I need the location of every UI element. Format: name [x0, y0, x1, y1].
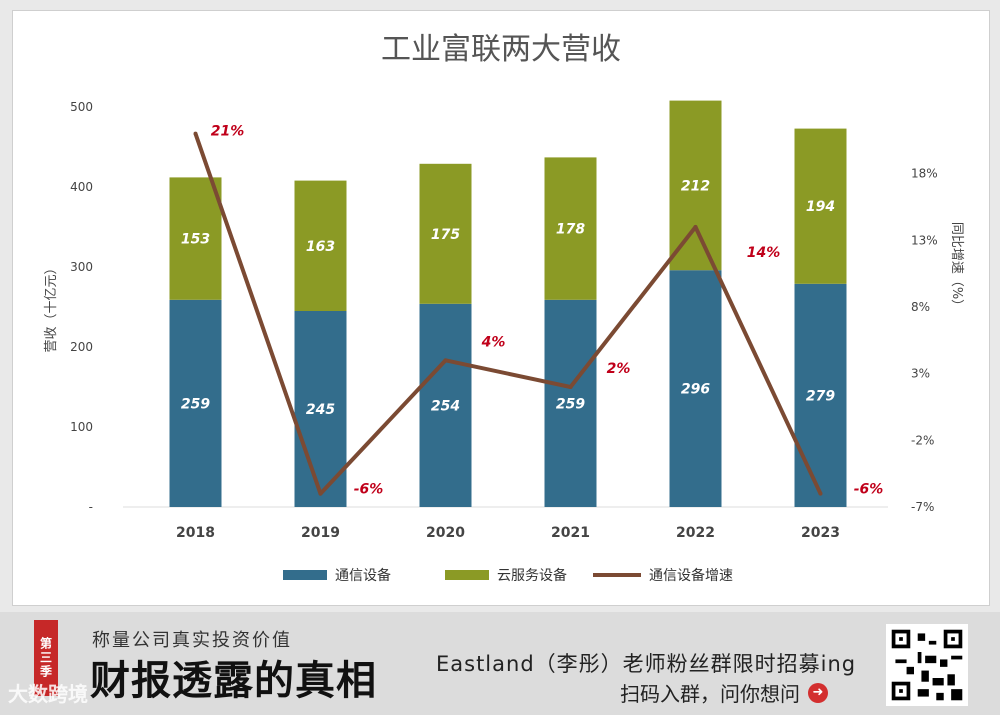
x-tick-label: 2023 [801, 525, 840, 541]
y-tick-label: 500 [70, 100, 93, 114]
revenue-chart: 工业富联两大营收 - 100 200 300 400 500 -7% -2% 3% 8% 13% 18%… [44, 32, 964, 584]
x-tick-label: 2022 [676, 525, 715, 541]
banner-title: 财报透露的真相 [90, 658, 377, 704]
bar-telecom-label: 245 [306, 402, 335, 418]
qr-code-icon[interactable] [886, 624, 968, 706]
y-right-tick-label: 3% [911, 367, 930, 381]
bar-telecom-label: 279 [806, 388, 835, 404]
y-tick-label: 300 [70, 260, 93, 274]
arrow-right-icon: ➜ [808, 682, 828, 703]
bar-telecom [169, 299, 222, 507]
x-tick-label: 2020 [426, 525, 465, 541]
bar-telecom-label: 254 [431, 398, 460, 414]
bar-telecom [669, 270, 722, 507]
growth-point [818, 491, 823, 496]
x-tick-label: 2018 [176, 525, 215, 541]
season-tag: 第三季 [34, 620, 58, 696]
y-right-tick-label: 18% [911, 167, 938, 181]
bar-cloud-label: 212 [681, 178, 710, 194]
growth-label: 21% [211, 124, 245, 140]
y-right-tick-label: 13% [911, 233, 938, 247]
bar-cloud-label: 153 [181, 232, 210, 248]
bar-telecom [419, 303, 472, 507]
y-tick-label: 100 [70, 420, 93, 434]
watermark-text: 大数跨境 [8, 682, 88, 706]
bar-cloud-label: 194 [806, 199, 835, 215]
legend-label-growth: 通信设备增速 [649, 567, 733, 584]
growth-line [193, 133, 823, 496]
bar-telecom [794, 283, 847, 507]
growth-point [568, 385, 573, 389]
chart-title: 工业富联两大营收 [381, 32, 621, 67]
growth-point [318, 491, 323, 496]
growth-label: 14% [747, 245, 781, 261]
legend-label-cloud: 云服务设备 [497, 567, 567, 584]
bar-cloud [169, 177, 222, 300]
legend-label-telecom: 通信设备 [335, 567, 391, 584]
growth-label: 4% [481, 334, 506, 350]
y-right-tick-label: 8% [911, 300, 930, 314]
growth-point [443, 358, 448, 363]
growth-label: -6% [354, 482, 384, 498]
recruit-text: Eastland（李彤）老师粉丝群限时招募ing [436, 652, 857, 676]
bar-telecom [544, 299, 597, 507]
bar-telecom-label: 259 [181, 396, 210, 412]
y-tick-label: 400 [70, 180, 93, 194]
bar-cloud [794, 128, 847, 284]
bar-cloud [419, 163, 472, 304]
y-right-axis-title: 同比增速（%） [949, 222, 964, 312]
y-tick-label: - [89, 500, 93, 514]
bar-cloud-label: 175 [431, 227, 460, 243]
legend-swatch-telecom [283, 570, 327, 580]
promo-banner: 第三季 称量公司真实投资价值 财报透露的真相 大数跨境 Eastland（李彤）… [0, 612, 1000, 715]
bar-cloud [544, 157, 597, 300]
cta-link[interactable]: 扫码入群，问你想问 ➜ [620, 678, 828, 707]
growth-point [693, 225, 698, 229]
cta-label: 扫码入群，问你想问 [620, 682, 800, 706]
bar-cloud-label: 163 [306, 239, 335, 255]
bar-telecom-label: 296 [681, 382, 710, 398]
x-tick-label: 2021 [551, 525, 590, 541]
growth-label: -6% [854, 482, 884, 498]
chart-card: 工业富联两大营收 - 100 200 300 400 500 -7% -2% 3% 8% 13% 18%… [12, 10, 990, 606]
growth-point [193, 131, 198, 136]
bar-cloud [294, 180, 347, 311]
banner-subtitle: 称量公司真实投资价值 [92, 630, 292, 651]
growth-label: 2% [607, 361, 631, 377]
y-right-tick-label: -7% [911, 500, 934, 514]
bar-cloud [669, 100, 722, 271]
y-right-tick-label: -2% [911, 433, 934, 447]
y-tick-label: 200 [70, 340, 93, 354]
legend-swatch-cloud [445, 570, 489, 580]
x-tick-label: 2019 [301, 525, 340, 541]
y-axis-title: 营收（十亿元） [44, 261, 59, 352]
bar-telecom-label: 259 [556, 396, 585, 412]
bar-cloud-label: 178 [556, 222, 585, 238]
